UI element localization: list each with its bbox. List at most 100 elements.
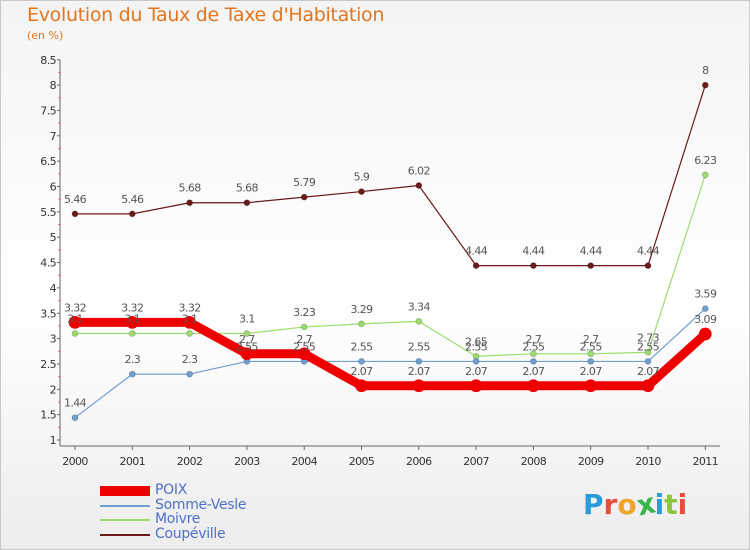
data-label: 4.44 — [580, 245, 603, 258]
data-point — [644, 348, 652, 356]
data-label: 2.65 — [465, 335, 488, 348]
data-label: 3.32 — [179, 301, 201, 314]
data-point — [355, 379, 368, 393]
x-tick-label: 2009 — [578, 455, 604, 468]
data-label: 3.32 — [64, 301, 86, 314]
x-tick-label: 2008 — [521, 455, 547, 468]
series-line-coup-ville — [74, 84, 706, 267]
legend-swatch — [100, 519, 150, 522]
data-label: 3.1 — [124, 313, 140, 326]
data-label: 8 — [702, 64, 709, 77]
logo-letter: P — [583, 488, 604, 521]
data-label: 4.44 — [465, 245, 488, 258]
data-label: 4.44 — [637, 245, 660, 258]
data-labels: 5.46 5.46 5.68 5.68 5.79 5.9 6.02 4.44 4.44 4.44 4… — [64, 64, 718, 410]
data-point — [415, 358, 423, 365]
data-label: 2.07 — [350, 365, 373, 378]
data-label: 2.55 — [408, 340, 431, 353]
data-point — [469, 379, 483, 393]
data-point — [701, 305, 709, 313]
legend-swatch — [100, 486, 150, 497]
x-tick-label: 2007 — [463, 455, 489, 468]
data-point — [412, 379, 426, 393]
data-point — [644, 262, 652, 269]
data-point — [415, 318, 423, 325]
data-label: 6.23 — [694, 154, 717, 167]
y-tick-label: 6 — [50, 181, 57, 194]
y-tick-label: 1.5 — [40, 409, 56, 422]
y-tick-label: 2 — [50, 383, 56, 396]
data-label: 2.07 — [408, 365, 431, 378]
data-point — [358, 358, 365, 365]
data-label: 2.07 — [637, 365, 660, 378]
data-label: 3.09 — [694, 313, 717, 326]
data-point — [698, 327, 712, 341]
proxiti-logo: Proxiti — [583, 486, 687, 522]
data-point — [587, 262, 595, 269]
data-point — [472, 358, 480, 365]
data-label: 5.68 — [236, 182, 259, 195]
y-tick-label: 6.5 — [40, 155, 56, 168]
data-label: 4.44 — [522, 245, 545, 258]
data-label: 5.46 — [121, 193, 144, 206]
data-point — [300, 193, 308, 201]
x-tick-label: 2005 — [349, 455, 375, 468]
data-label: 2.73 — [637, 331, 660, 344]
data-label: 2.55 — [465, 340, 488, 353]
data-label: 2.55 — [580, 340, 603, 353]
data-point — [297, 347, 311, 361]
series-lines — [70, 84, 710, 419]
data-point — [358, 320, 365, 328]
x-tick-label: 2001 — [119, 455, 145, 468]
data-point — [243, 330, 251, 337]
y-tick-label: 1 — [50, 434, 56, 447]
axes: 1 1.5 2 2.5 3 3.5 4 4.5 5 5.5 6 6.5 7 7.5 8 8.5 2000 2001… — [40, 54, 720, 468]
y-tick-label: 5.5 — [40, 206, 56, 219]
legend-label: Coupéville — [155, 525, 226, 542]
data-label: 3.1 — [239, 313, 255, 326]
data-label: 1.44 — [64, 397, 87, 410]
logo-letter: i — [654, 488, 665, 521]
y-tick-label: 7.5 — [40, 104, 56, 117]
data-label: 3.59 — [694, 288, 717, 301]
data-point — [641, 379, 655, 393]
data-label: 5.68 — [179, 182, 202, 195]
series-line-moivre — [74, 174, 706, 357]
data-label: 3.1 — [67, 313, 83, 326]
data-point — [243, 199, 251, 207]
data-point — [71, 210, 79, 218]
data-label: 2.07 — [580, 365, 603, 378]
y-tick-label: 4 — [50, 282, 57, 295]
data-point — [587, 350, 595, 358]
data-label: 2.55 — [236, 340, 259, 353]
x-tick-label: 2006 — [406, 455, 432, 468]
data-label: 2.3 — [182, 353, 198, 366]
data-point — [527, 379, 540, 393]
data-point — [71, 330, 79, 337]
data-point — [644, 358, 652, 365]
data-label: 2.07 — [465, 365, 488, 378]
data-point — [240, 347, 254, 361]
x-tick-label: 2003 — [234, 455, 260, 468]
data-point — [415, 182, 423, 189]
data-label: 5.79 — [293, 176, 316, 189]
data-point — [584, 379, 598, 393]
logo-letter: r — [603, 488, 618, 521]
chart-title: Evolution du Taux de Taxe d'Habitation — [27, 4, 385, 26]
data-label: 5.46 — [64, 193, 87, 206]
legend-label: POIX — [155, 482, 187, 498]
legend-label: Moivre — [155, 511, 201, 527]
x-tick-label: 2010 — [635, 455, 661, 468]
y-tick-label: 3.5 — [40, 307, 56, 320]
y-tick-label: 8 — [50, 79, 57, 92]
data-label: 2.55 — [293, 340, 316, 353]
y-tick-label: 8.5 — [40, 54, 56, 67]
x-tick-label: 2011 — [692, 455, 718, 468]
y-tick-label: 5 — [50, 231, 57, 244]
logo-letter: t — [664, 488, 678, 521]
data-label: 5.9 — [354, 171, 370, 184]
data-point — [530, 350, 537, 358]
data-point — [530, 358, 537, 365]
